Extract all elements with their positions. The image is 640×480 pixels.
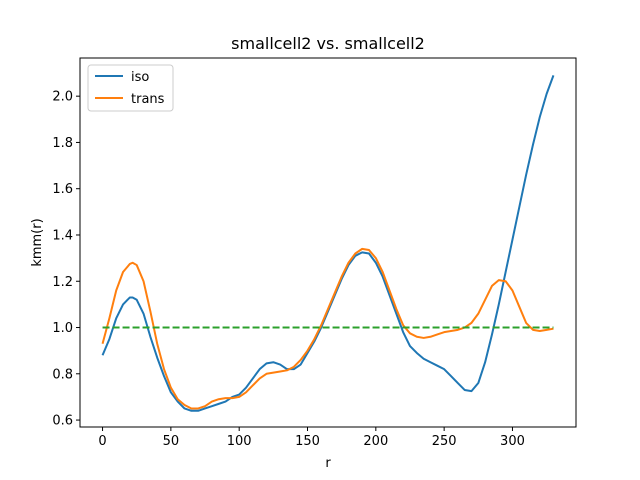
y-tick-label: 1.6 [52, 182, 73, 197]
y-tick-label: 1.2 [52, 275, 73, 290]
y-axis-label: kmm(r) [30, 218, 45, 266]
x-axis-label: r [325, 456, 331, 471]
legend-label-iso: iso [131, 70, 149, 85]
x-tick-label: 150 [295, 434, 320, 449]
legend-label-trans: trans [131, 92, 165, 107]
x-tick-label: 250 [432, 434, 457, 449]
y-axis: 0.6 0.8 1.0 1.2 1.4 1.6 1.8 2.0 [52, 90, 80, 429]
y-tick-label: 0.8 [52, 367, 73, 382]
y-tick-label: 1.0 [52, 321, 73, 336]
y-tick-label: 1.8 [52, 136, 73, 151]
plot-frame [79, 57, 577, 428]
x-tick-label: 0 [98, 434, 106, 449]
series-layer [101, 75, 555, 412]
y-tick-label: 0.6 [52, 414, 73, 429]
y-tick-label: 2.0 [52, 90, 73, 105]
x-tick-label: 100 [227, 434, 252, 449]
plot-area [80, 58, 576, 427]
legend: iso trans [87, 64, 174, 112]
y-tick-label: 1.4 [52, 228, 73, 243]
chart-title: smallcell2 vs. smallcell2 [231, 34, 425, 53]
series-line-trans [101, 247, 554, 410]
x-tick-label: 300 [500, 434, 525, 449]
x-tick-label: 200 [363, 434, 388, 449]
x-tick-label: 50 [163, 434, 180, 449]
x-axis: 0 50 100 150 200 250 300 [98, 427, 525, 449]
